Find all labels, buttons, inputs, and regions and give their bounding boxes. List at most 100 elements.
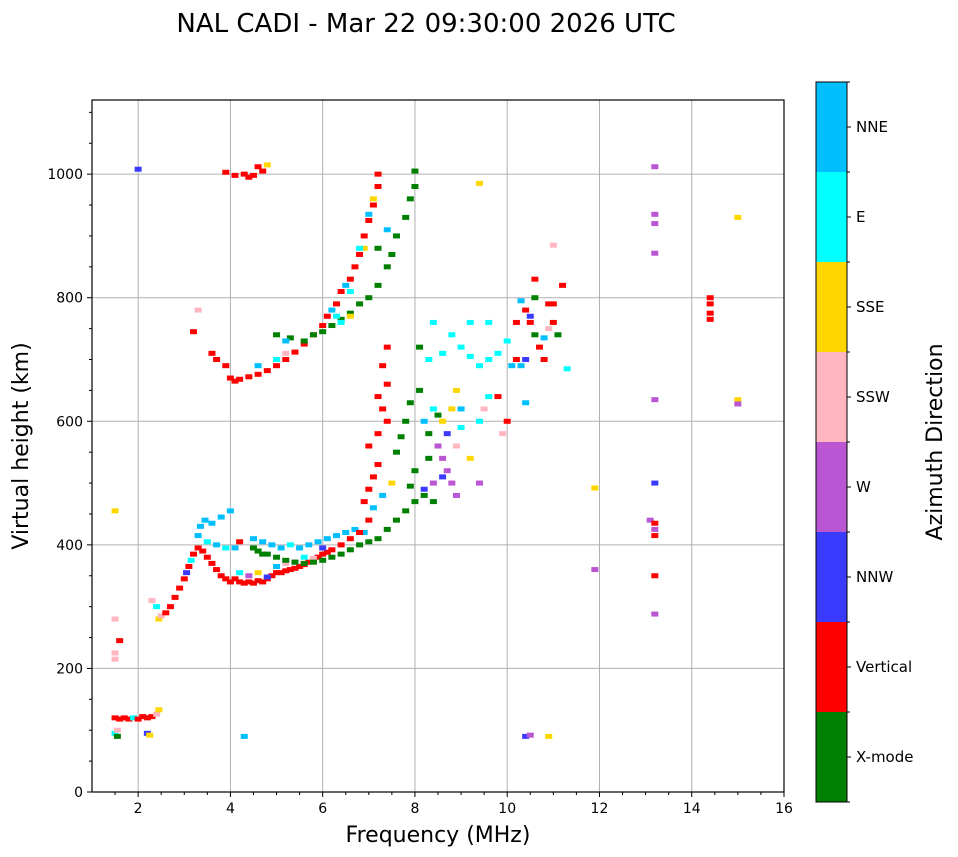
echo-point-vertical bbox=[512, 357, 520, 362]
echo-point-sse bbox=[591, 485, 599, 491]
echo-point-nne bbox=[277, 545, 285, 551]
echo-point-vertical bbox=[337, 289, 345, 295]
echo-point-sse bbox=[254, 570, 262, 576]
echo-point-x-mode bbox=[282, 557, 290, 563]
echo-point-vertical bbox=[333, 301, 341, 307]
echo-point-vertical bbox=[277, 570, 285, 576]
echo-point-vertical bbox=[383, 344, 391, 350]
echo-point-vertical bbox=[259, 168, 267, 174]
echo-point-x-mode bbox=[346, 310, 354, 316]
echo-point-sse bbox=[360, 245, 368, 251]
echo-point-ssw bbox=[282, 350, 290, 356]
azimuth-colorbar: X-mode Vertical NNW W SSW SSE E NNE bbox=[815, 81, 913, 803]
echo-point-nne bbox=[342, 530, 350, 535]
echo-point-vertical bbox=[365, 486, 373, 492]
echo-point-x-mode bbox=[319, 557, 327, 563]
echo-point-sse bbox=[346, 313, 354, 319]
echo-point-e bbox=[485, 394, 493, 400]
echo-point-nnw bbox=[319, 545, 327, 551]
echo-point-nne bbox=[383, 227, 391, 233]
echo-point-nne bbox=[379, 492, 387, 498]
x-axis-ticks: 2 4 6 8 10 12 14 16 bbox=[114, 792, 793, 817]
echo-point-vertical bbox=[545, 301, 553, 307]
echo-points bbox=[111, 162, 742, 739]
echo-point-x-mode bbox=[365, 295, 373, 301]
echo-point-w bbox=[591, 567, 599, 573]
echo-point-nne bbox=[314, 539, 322, 545]
echo-point-vertical bbox=[535, 344, 543, 350]
colorbar-segment-sse bbox=[816, 262, 847, 352]
echo-point-nne bbox=[259, 539, 267, 545]
echo-point-vertical bbox=[273, 570, 281, 576]
echo-point-x-mode bbox=[531, 295, 539, 301]
echo-point-vertical bbox=[531, 276, 539, 282]
echo-point-vertical bbox=[374, 431, 382, 437]
echo-point-nne bbox=[273, 563, 281, 569]
echo-point-vertical bbox=[374, 462, 382, 468]
echo-point-x-mode bbox=[356, 542, 364, 548]
echo-point-vertical bbox=[249, 172, 257, 178]
echo-point-vertical bbox=[374, 184, 382, 189]
echo-point-e bbox=[333, 313, 341, 319]
echo-point-x-mode bbox=[263, 551, 271, 557]
echo-point-ssw bbox=[452, 443, 460, 449]
echo-point-x-mode bbox=[300, 338, 308, 344]
echo-point-vertical bbox=[176, 585, 184, 591]
echo-point-x-mode bbox=[406, 400, 414, 406]
echo-point-vertical bbox=[254, 164, 262, 170]
grid-lines bbox=[92, 100, 784, 792]
echo-point-x-mode bbox=[328, 323, 336, 329]
echo-point-nnw bbox=[651, 480, 659, 486]
echo-point-vertical bbox=[549, 301, 557, 307]
echo-point-vertical bbox=[273, 363, 281, 369]
echo-point-x-mode bbox=[425, 431, 433, 437]
echo-point-vertical bbox=[305, 559, 313, 565]
echo-point-vertical bbox=[379, 363, 387, 369]
echo-point-e bbox=[485, 319, 493, 325]
x-tick-label: 2 bbox=[134, 801, 143, 817]
echo-point-vertical bbox=[148, 714, 156, 720]
echo-point-vertical bbox=[323, 313, 331, 319]
echo-point-vertical bbox=[494, 394, 502, 400]
echo-point-x-mode bbox=[309, 332, 317, 338]
echo-point-vertical bbox=[208, 560, 216, 566]
echo-point-ssw bbox=[111, 616, 119, 622]
echo-point-vertical bbox=[162, 610, 170, 616]
echo-point-nne bbox=[457, 406, 465, 412]
colorbar-label: NNE bbox=[856, 118, 888, 136]
echo-point-nne bbox=[282, 338, 290, 344]
echo-point-vertical bbox=[171, 594, 179, 600]
echo-point-e bbox=[429, 406, 437, 412]
echo-point-w bbox=[651, 526, 659, 532]
echo-point-nne bbox=[508, 363, 516, 369]
echo-point-vertical bbox=[282, 357, 290, 362]
echo-point-x-mode bbox=[383, 526, 391, 532]
echo-point-vertical bbox=[185, 563, 193, 569]
echo-point-vertical bbox=[383, 418, 391, 424]
echo-point-vertical bbox=[526, 319, 534, 325]
echo-point-vertical bbox=[236, 579, 244, 585]
echo-point-vertical bbox=[213, 567, 221, 573]
echo-point-sse bbox=[146, 732, 154, 738]
echo-point-x-mode bbox=[113, 733, 121, 739]
echo-point-w bbox=[651, 250, 659, 256]
echo-point-nnw bbox=[263, 574, 271, 580]
echo-point-x-mode bbox=[420, 492, 428, 498]
echo-point-w bbox=[651, 221, 659, 227]
colorbar-segment-nnw bbox=[816, 532, 847, 622]
echo-point-x-mode bbox=[346, 547, 354, 553]
echo-point-nnw bbox=[439, 474, 447, 480]
echo-point-x-mode bbox=[411, 184, 419, 189]
echo-point-e bbox=[457, 424, 465, 430]
echo-point-ssw bbox=[545, 326, 553, 332]
echo-point-vertical bbox=[203, 554, 211, 560]
echo-point-nne bbox=[217, 514, 225, 520]
y-tick-label: 200 bbox=[56, 661, 83, 677]
y-tick-label: 0 bbox=[74, 785, 83, 801]
echo-point-nne bbox=[305, 542, 313, 548]
echo-point-nne bbox=[240, 733, 248, 739]
echo-point-vertical bbox=[337, 542, 345, 548]
echo-point-nne bbox=[194, 533, 202, 539]
echo-point-sse bbox=[439, 418, 447, 424]
y-axis-title: Virtual height (km) bbox=[9, 342, 34, 549]
